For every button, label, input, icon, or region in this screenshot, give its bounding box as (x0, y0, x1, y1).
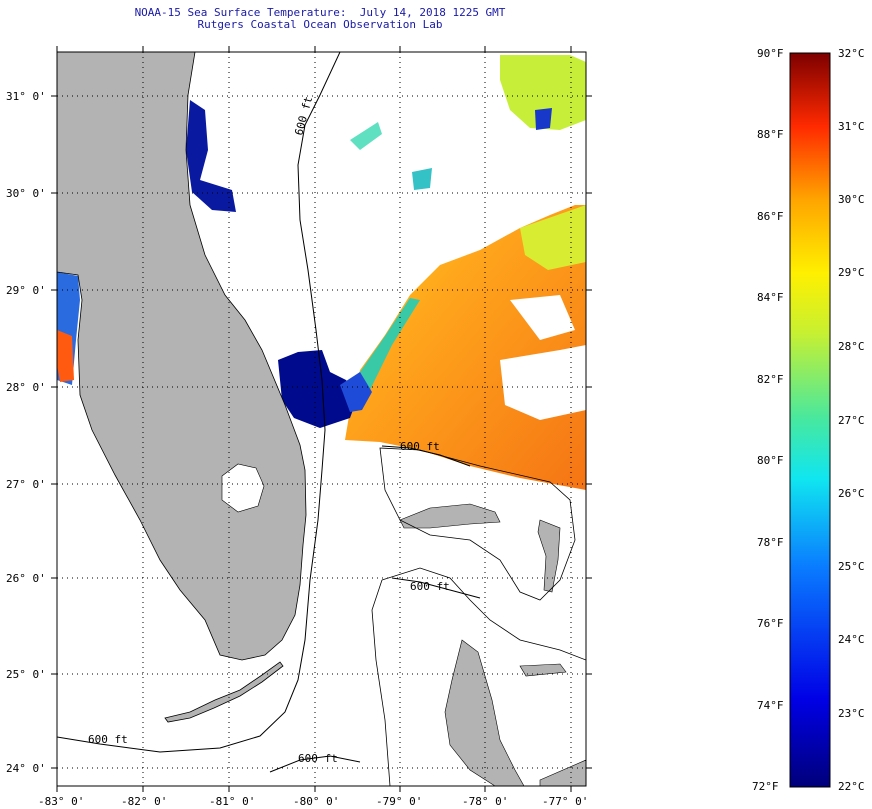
colorbar-c-label: 29°C (838, 266, 865, 279)
lat-label: 26° 0' (6, 572, 46, 585)
isobath-600ft-mid (391, 577, 481, 599)
map-title: NOAA-15 Sea Surface Temperature: July 14… (134, 6, 506, 19)
east-sst-patch (520, 205, 586, 270)
lon-label: -83° 0' (38, 795, 84, 808)
grand-bahama (399, 503, 501, 529)
lat-label: 28° 0' (6, 381, 46, 394)
colorbar-c-label: 25°C (838, 560, 865, 573)
north-sst-patch-2 (535, 108, 552, 130)
lon-label: -78° 0' (462, 795, 508, 808)
cold-sst-front-2 (340, 372, 372, 412)
contour-label: 600 ft (88, 733, 128, 746)
great-bank-outline (381, 567, 586, 661)
colorbar-f-label: 90°F (757, 47, 784, 60)
great-bank-west (371, 579, 391, 786)
mid-sst-patch (350, 122, 382, 150)
abaco (537, 519, 561, 593)
lon-label: -81° 0' (209, 795, 255, 808)
colorbar-c-label: 31°C (838, 120, 865, 133)
map-layers (57, 52, 586, 786)
lon-label: -77° 0' (542, 795, 588, 808)
isobath-600ft-east (57, 52, 341, 753)
gulf-coast-warm-sst (57, 330, 74, 382)
north-sst-patch (500, 55, 586, 130)
colorbar-f-label: 82°F (757, 373, 784, 386)
sst-colorbar (789, 52, 831, 788)
contour-label: 600 ft (292, 95, 315, 137)
lat-label: 30° 0' (6, 187, 46, 200)
contour-label: 600 ft (410, 580, 450, 593)
contour-label: 600 ft (298, 752, 338, 765)
colorbar-f-label: 88°F (757, 128, 784, 141)
warm-sst-edge (360, 298, 420, 390)
lon-label: -82° 0' (121, 795, 167, 808)
lake-okeechobee (221, 463, 265, 513)
florida-land (57, 52, 307, 661)
colorbar-c-label: 32°C (838, 47, 865, 60)
colorbar-c-label: 26°C (838, 487, 865, 500)
colorbar-c-label: 30°C (838, 193, 865, 206)
axis-ticks (51, 46, 592, 792)
graticule (56, 52, 586, 786)
cloud-gap-2 (510, 295, 575, 340)
cloud-gap (500, 345, 586, 420)
isobath-600ft-bank (381, 445, 471, 467)
mid-sst-patch-2 (412, 168, 432, 190)
colorbar-f-label: 78°F (757, 536, 784, 549)
lon-label: -79° 0' (376, 795, 422, 808)
colorbar-f-label: 76°F (757, 617, 784, 630)
fl-east-cold-patch (186, 100, 236, 212)
colorbar-f-label: 86°F (757, 210, 784, 223)
colorbar-c-label: 24°C (838, 633, 865, 646)
cold-sst-front (278, 350, 358, 428)
colorbar-f-label: 74°F (757, 699, 784, 712)
lat-label: 25° 0' (6, 668, 46, 681)
contour-label: 600 ft (400, 440, 440, 453)
lon-label: -80° 0' (293, 795, 339, 808)
warm-sst-region (345, 205, 586, 490)
cuba-edge (539, 759, 586, 786)
colorbar-c-label: 23°C (838, 707, 865, 720)
lat-label: 24° 0' (6, 762, 46, 775)
colorbar-c-label: 22°C (838, 780, 865, 793)
colorbar-f-label: 80°F (757, 454, 784, 467)
colorbar-f-label: 84°F (757, 291, 784, 304)
florida-keys (164, 661, 284, 723)
colorbar-c-label: 28°C (838, 340, 865, 353)
colorbar-c-label: 27°C (838, 414, 865, 427)
lat-label: 31° 0' (6, 90, 46, 103)
map-frame (56, 51, 587, 787)
lat-label: 29° 0' (6, 284, 46, 297)
map-subtitle: Rutgers Coastal Ocean Observation Lab (197, 18, 443, 31)
bimini (519, 663, 567, 677)
bank-outline (379, 447, 576, 601)
colorbar-f-label: 72°F (752, 780, 779, 793)
lat-label: 27° 0' (6, 478, 46, 491)
